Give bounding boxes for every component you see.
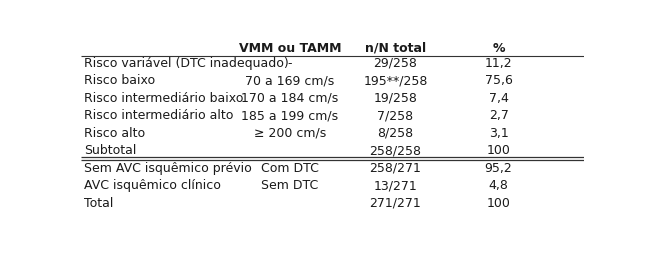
Text: Risco intermediário baixo: Risco intermediário baixo — [84, 92, 243, 105]
Text: 258/271: 258/271 — [369, 161, 421, 175]
Text: ≥ 200 cm/s: ≥ 200 cm/s — [254, 127, 326, 140]
Text: 3,1: 3,1 — [489, 127, 508, 140]
Text: 4,8: 4,8 — [489, 179, 509, 192]
Text: 29/258: 29/258 — [374, 57, 417, 70]
Text: AVC isquêmico clínico: AVC isquêmico clínico — [84, 179, 221, 192]
Text: 185 a 199 cm/s: 185 a 199 cm/s — [241, 109, 338, 122]
Text: Risco baixo: Risco baixo — [84, 74, 154, 87]
Text: Risco alto: Risco alto — [84, 127, 145, 140]
Text: 258/258: 258/258 — [369, 144, 421, 157]
Text: %: % — [493, 42, 505, 55]
Text: Risco intermediário alto: Risco intermediário alto — [84, 109, 233, 122]
Text: Total: Total — [84, 196, 113, 209]
Text: 7,4: 7,4 — [489, 92, 509, 105]
Text: Subtotal: Subtotal — [84, 144, 136, 157]
Text: VMM ou TAMM: VMM ou TAMM — [239, 42, 341, 55]
Text: Sem DTC: Sem DTC — [262, 179, 319, 192]
Text: Risco variável (DTC inadequado): Risco variável (DTC inadequado) — [84, 57, 288, 70]
Text: 195**/258: 195**/258 — [363, 74, 428, 87]
Text: n/N total: n/N total — [365, 42, 426, 55]
Text: Sem AVC isquêmico prévio: Sem AVC isquêmico prévio — [84, 161, 251, 175]
Text: 19/258: 19/258 — [374, 92, 417, 105]
Text: 75,6: 75,6 — [485, 74, 513, 87]
Text: 95,2: 95,2 — [485, 161, 513, 175]
Text: 13/271: 13/271 — [374, 179, 417, 192]
Text: 70 a 169 cm/s: 70 a 169 cm/s — [245, 74, 334, 87]
Text: 11,2: 11,2 — [485, 57, 513, 70]
Text: Com DTC: Com DTC — [261, 161, 319, 175]
Text: 2,7: 2,7 — [489, 109, 509, 122]
Text: -: - — [288, 57, 292, 70]
Text: 100: 100 — [487, 196, 511, 209]
Text: 7/258: 7/258 — [378, 109, 413, 122]
Text: 271/271: 271/271 — [370, 196, 421, 209]
Text: 8/258: 8/258 — [378, 127, 413, 140]
Text: 170 a 184 cm/s: 170 a 184 cm/s — [241, 92, 339, 105]
Text: 100: 100 — [487, 144, 511, 157]
